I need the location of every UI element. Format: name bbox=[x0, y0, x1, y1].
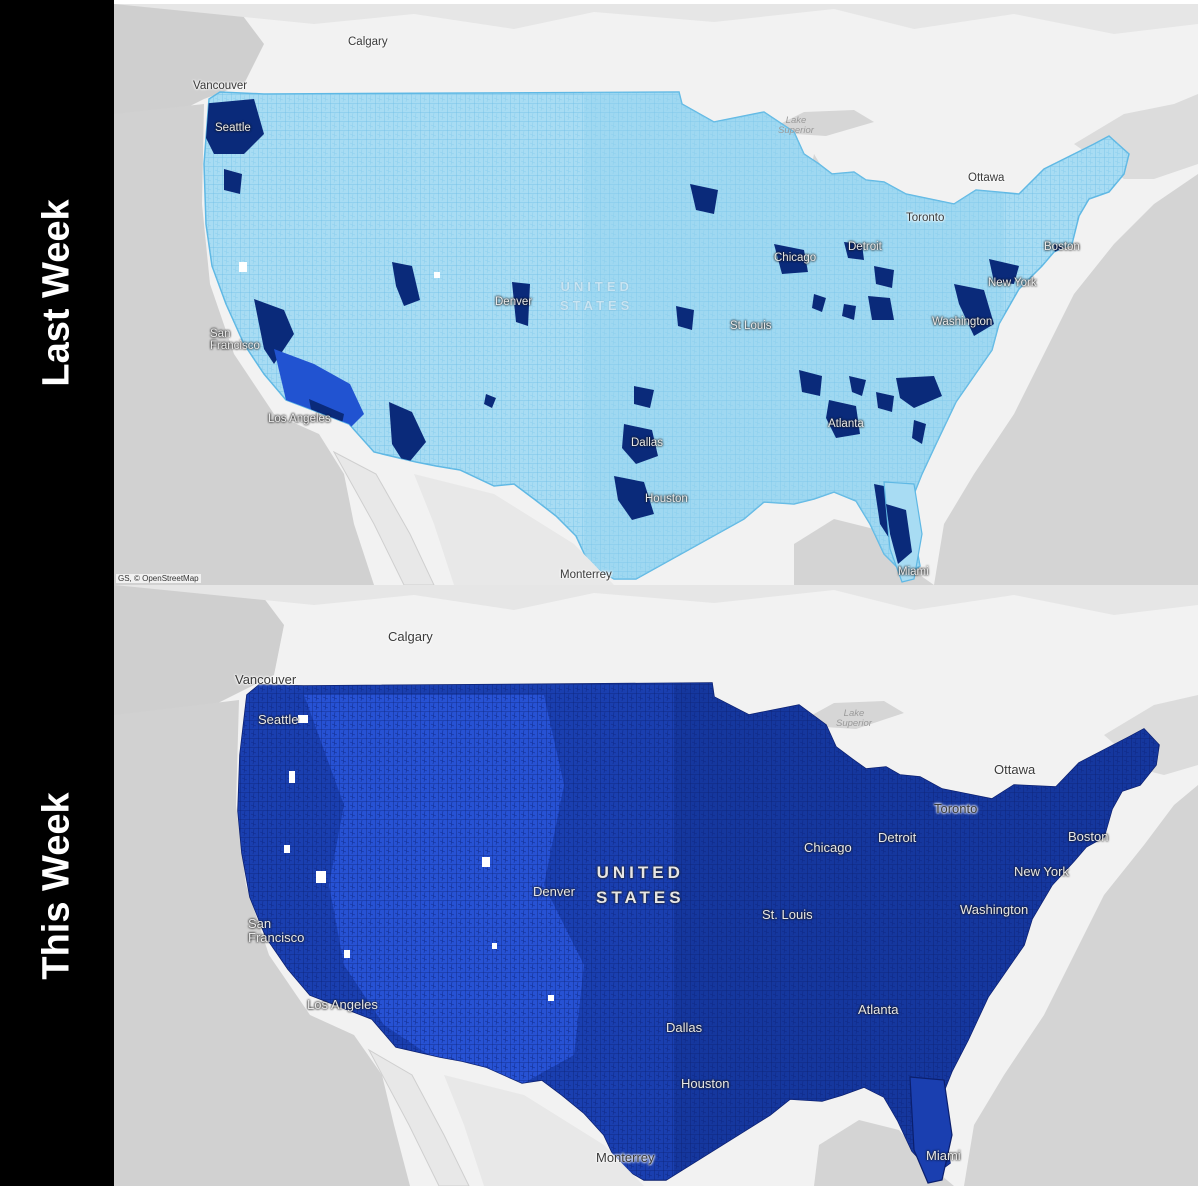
city-label-monterrey: Monterrey bbox=[560, 569, 612, 581]
city-label-washington: Washington bbox=[960, 902, 1029, 917]
city-label-washington: Washington bbox=[932, 316, 993, 328]
city-label-ottawa: Ottawa bbox=[968, 172, 1005, 184]
city-label-sf-line-2: Francisco bbox=[210, 340, 260, 353]
city-label-los-angeles: Los Angeles bbox=[307, 997, 378, 1012]
city-label-atlanta: Atlanta bbox=[858, 1002, 899, 1017]
city-label-sf-line-1: San bbox=[248, 916, 272, 931]
lake-label-superior: Lake Superior bbox=[836, 709, 872, 729]
basemap-this-week bbox=[114, 585, 1198, 1186]
baja-california bbox=[367, 1048, 470, 1186]
country-label-united-states: UNITED STATES bbox=[596, 861, 685, 910]
panel-label-this-week: This Week bbox=[35, 791, 78, 980]
city-label-vancouver: Vancouver bbox=[193, 80, 248, 92]
map-panel-this-week[interactable]: Calgary Vancouver Seattle Lake Superior … bbox=[114, 585, 1198, 1186]
lake-label-superior: Lake Superior bbox=[778, 116, 814, 136]
city-label-ottawa: Ottawa bbox=[994, 762, 1036, 777]
city-label-san-francisco: San Francisco bbox=[248, 917, 304, 944]
florida bbox=[909, 1076, 953, 1184]
label-band-last-week: Last Week bbox=[0, 0, 114, 585]
mexico-mainland bbox=[414, 474, 614, 585]
city-label-chicago: Chicago bbox=[774, 252, 817, 264]
city-label-seattle: Seattle bbox=[258, 712, 299, 727]
northern-territory bbox=[114, 4, 1198, 34]
city-label-monterrey: Monterrey bbox=[596, 1150, 655, 1165]
map-panel-last-week[interactable]: Calgary Vancouver Seattle Lake Superior … bbox=[114, 4, 1198, 585]
lake-label-line-2: Superior bbox=[836, 717, 872, 729]
city-label-calgary: Calgary bbox=[348, 36, 388, 48]
baja-california bbox=[332, 450, 435, 585]
city-label-san-francisco: San Francisco bbox=[210, 328, 260, 352]
country-label-line-1: UNITED bbox=[560, 279, 633, 294]
basemap-last-week bbox=[114, 4, 1198, 585]
city-label-st-louis: St Louis bbox=[730, 320, 772, 332]
city-label-boston: Boston bbox=[1044, 241, 1080, 253]
mexico-mainland bbox=[444, 1075, 644, 1186]
city-label-atlanta: Atlanta bbox=[828, 418, 864, 430]
gulf-of-mexico bbox=[814, 1120, 954, 1186]
label-band-this-week: This Week bbox=[0, 585, 114, 1186]
city-label-dallas: Dallas bbox=[631, 437, 663, 449]
country-label-line-2: STATES bbox=[560, 297, 634, 313]
city-label-new-york: New York bbox=[1014, 864, 1069, 879]
lake-label-line-1: Lake bbox=[843, 708, 865, 719]
northern-territory bbox=[114, 585, 1198, 615]
city-label-detroit: Detroit bbox=[848, 241, 882, 253]
ocean-pacific bbox=[114, 700, 410, 1186]
city-label-sf-line-2: Francisco bbox=[248, 929, 305, 945]
atlantic-ocean bbox=[934, 174, 1198, 585]
city-label-seattle: Seattle bbox=[215, 122, 251, 134]
map-attribution[interactable]: GS, © OpenStreetMap bbox=[116, 574, 201, 583]
country-label-united-states: UNITED STATES bbox=[560, 278, 633, 316]
city-label-new-york: New York bbox=[988, 277, 1037, 289]
city-label-boston: Boston bbox=[1068, 829, 1109, 844]
lake-label-line-2: Superior bbox=[778, 124, 814, 136]
city-label-houston: Houston bbox=[645, 493, 688, 505]
ocean-pacific-north bbox=[114, 4, 264, 124]
ocean-pacific bbox=[114, 104, 374, 585]
city-label-vancouver: Vancouver bbox=[235, 672, 297, 687]
city-label-chicago: Chicago bbox=[804, 840, 852, 855]
city-label-detroit: Detroit bbox=[878, 830, 917, 845]
city-label-houston: Houston bbox=[681, 1076, 730, 1091]
city-label-st-louis: St. Louis bbox=[762, 907, 813, 922]
city-label-miami: Miami bbox=[926, 1148, 961, 1163]
country-label-line-1: UNITED bbox=[596, 863, 684, 882]
city-label-sf-line-1: San bbox=[210, 328, 231, 340]
atlantic-ocean bbox=[964, 785, 1198, 1186]
ocean-pacific-north bbox=[114, 585, 284, 725]
city-label-dallas: Dallas bbox=[666, 1020, 703, 1035]
city-label-miami: Miami bbox=[898, 566, 929, 578]
city-label-toronto: Toronto bbox=[906, 212, 945, 224]
city-label-denver: Denver bbox=[495, 296, 533, 308]
hotspot-florida bbox=[886, 504, 912, 564]
panel-label-last-week: Last Week bbox=[35, 198, 78, 387]
city-label-los-angeles: Los Angeles bbox=[268, 413, 331, 425]
city-label-denver: Denver bbox=[533, 884, 575, 899]
city-label-calgary: Calgary bbox=[388, 629, 433, 644]
city-label-toronto: Toronto bbox=[934, 801, 978, 816]
country-label-line-2: STATES bbox=[596, 887, 685, 907]
lake-label-line-1: Lake bbox=[785, 115, 807, 126]
